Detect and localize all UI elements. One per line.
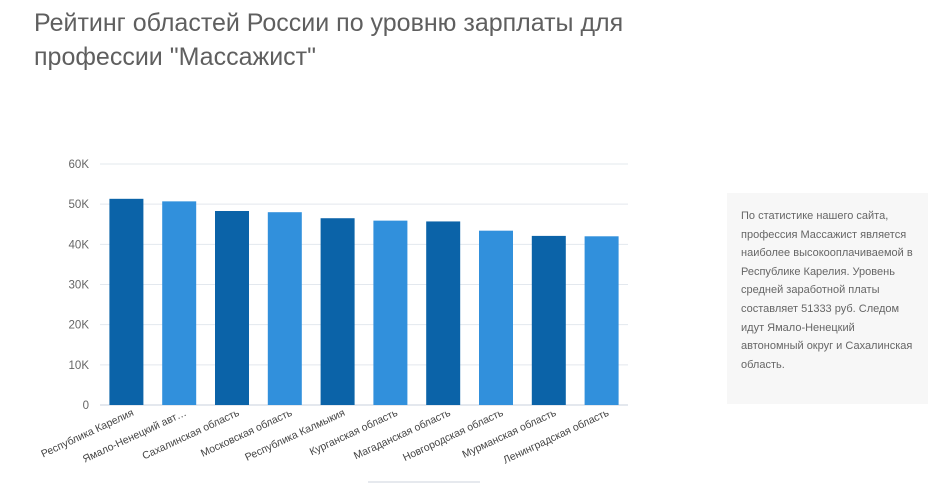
- bar[interactable]: Республика Калмыкия: 46500: [320, 218, 355, 405]
- x-tick-label: Сахалинская область: [140, 407, 241, 463]
- info-panel: По статистике нашего сайта, профессия Ма…: [727, 193, 928, 404]
- scroll-indicator[interactable]: [368, 481, 480, 483]
- y-tick-label: 10K: [69, 360, 90, 372]
- bar[interactable]: Ленинградская область: 42000: [584, 236, 619, 405]
- page-title: Рейтинг областей России по уровню зарпла…: [34, 9, 624, 71]
- bar[interactable]: Сахалинская область: 48300: [215, 210, 249, 405]
- bar[interactable]: Республика Карелия: 51333: [109, 198, 144, 405]
- y-tick-label: 0: [83, 400, 89, 412]
- info-text: По статистике нашего сайта, профессия Ма…: [741, 210, 913, 371]
- bar[interactable]: Новгородская область: 43400: [479, 230, 513, 405]
- chart-canvas: 0 10K 20K 30K 40K 50K 60K Республика Карелия: 5…: [39, 159, 628, 466]
- bar[interactable]: Ямало-Ненецкий авт…: 50700: [162, 201, 197, 405]
- salary-bar-chart: 0 10K 20K 30K 40K 50K 60K Республика Карелия: 5…: [0, 150, 660, 495]
- y-tick-label: 60K: [69, 159, 90, 171]
- bar[interactable]: Курганская область: 45900: [373, 220, 408, 405]
- y-tick-label: 30K: [69, 280, 90, 292]
- y-tick-label: 40K: [69, 239, 90, 251]
- y-tick-label: 20K: [69, 320, 90, 332]
- bar[interactable]: Магаданская область: 45700: [426, 221, 461, 405]
- y-tick-label: 50K: [69, 199, 90, 211]
- bar[interactable]: Мурманская область: 42100: [531, 235, 566, 405]
- bar[interactable]: Московская область: 48000: [267, 212, 302, 405]
